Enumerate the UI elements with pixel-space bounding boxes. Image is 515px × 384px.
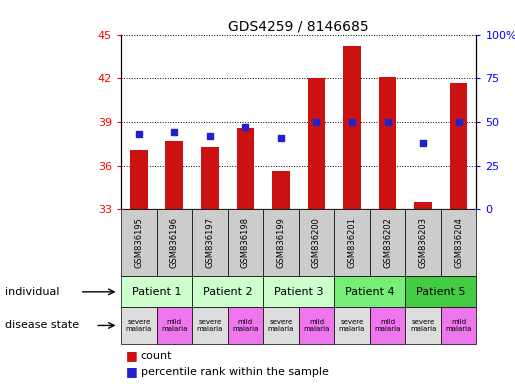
Text: Patient 5: Patient 5 (416, 287, 466, 297)
Text: mild
malaria: mild malaria (303, 319, 330, 332)
Point (455, 119, 463, 125)
Bar (130, 150, 148, 209)
Text: severe
malaria: severe malaria (197, 319, 223, 332)
Text: severe
malaria: severe malaria (410, 319, 436, 332)
Point (277, 134, 285, 141)
Text: ■: ■ (126, 349, 138, 362)
Text: GSM836203: GSM836203 (419, 217, 427, 268)
Bar (201, 147, 219, 209)
Text: Patient 1: Patient 1 (132, 287, 181, 297)
Text: GSM836201: GSM836201 (348, 217, 356, 268)
Text: percentile rank within the sample: percentile rank within the sample (141, 367, 329, 377)
Text: GSM836197: GSM836197 (205, 217, 214, 268)
Text: severe
malaria: severe malaria (268, 319, 294, 332)
Point (134, 131, 143, 137)
Text: mild
malaria: mild malaria (232, 319, 259, 332)
Text: mild
malaria: mild malaria (161, 319, 187, 332)
Bar (414, 202, 432, 209)
Text: mild
malaria: mild malaria (445, 319, 472, 332)
Bar (165, 141, 183, 209)
Bar (379, 77, 397, 209)
Point (383, 119, 392, 125)
Text: GSM836198: GSM836198 (241, 217, 250, 268)
Bar (450, 83, 468, 209)
Text: count: count (141, 351, 172, 361)
Text: individual: individual (5, 287, 60, 297)
Bar (307, 78, 325, 209)
Point (312, 119, 320, 125)
Text: Patient 3: Patient 3 (274, 287, 323, 297)
Title: GDS4259 / 8146685: GDS4259 / 8146685 (228, 20, 369, 33)
Point (348, 119, 356, 125)
Text: GSM836204: GSM836204 (454, 217, 463, 268)
Point (241, 124, 249, 130)
Text: GSM836199: GSM836199 (277, 217, 285, 268)
Text: GSM836195: GSM836195 (134, 217, 143, 268)
Bar (236, 128, 254, 209)
Text: GSM836196: GSM836196 (170, 217, 179, 268)
Text: severe
malaria: severe malaria (126, 319, 152, 332)
Text: GSM836202: GSM836202 (383, 217, 392, 268)
Point (419, 140, 427, 146)
Bar (272, 171, 290, 209)
Text: Patient 4: Patient 4 (345, 287, 394, 297)
Text: GSM836200: GSM836200 (312, 217, 321, 268)
Text: disease state: disease state (5, 320, 79, 331)
Text: mild
malaria: mild malaria (374, 319, 401, 332)
Point (206, 133, 214, 139)
Text: severe
malaria: severe malaria (339, 319, 365, 332)
Text: ■: ■ (126, 366, 138, 379)
Point (170, 129, 178, 136)
Bar (343, 46, 361, 209)
Text: Patient 2: Patient 2 (203, 287, 252, 297)
